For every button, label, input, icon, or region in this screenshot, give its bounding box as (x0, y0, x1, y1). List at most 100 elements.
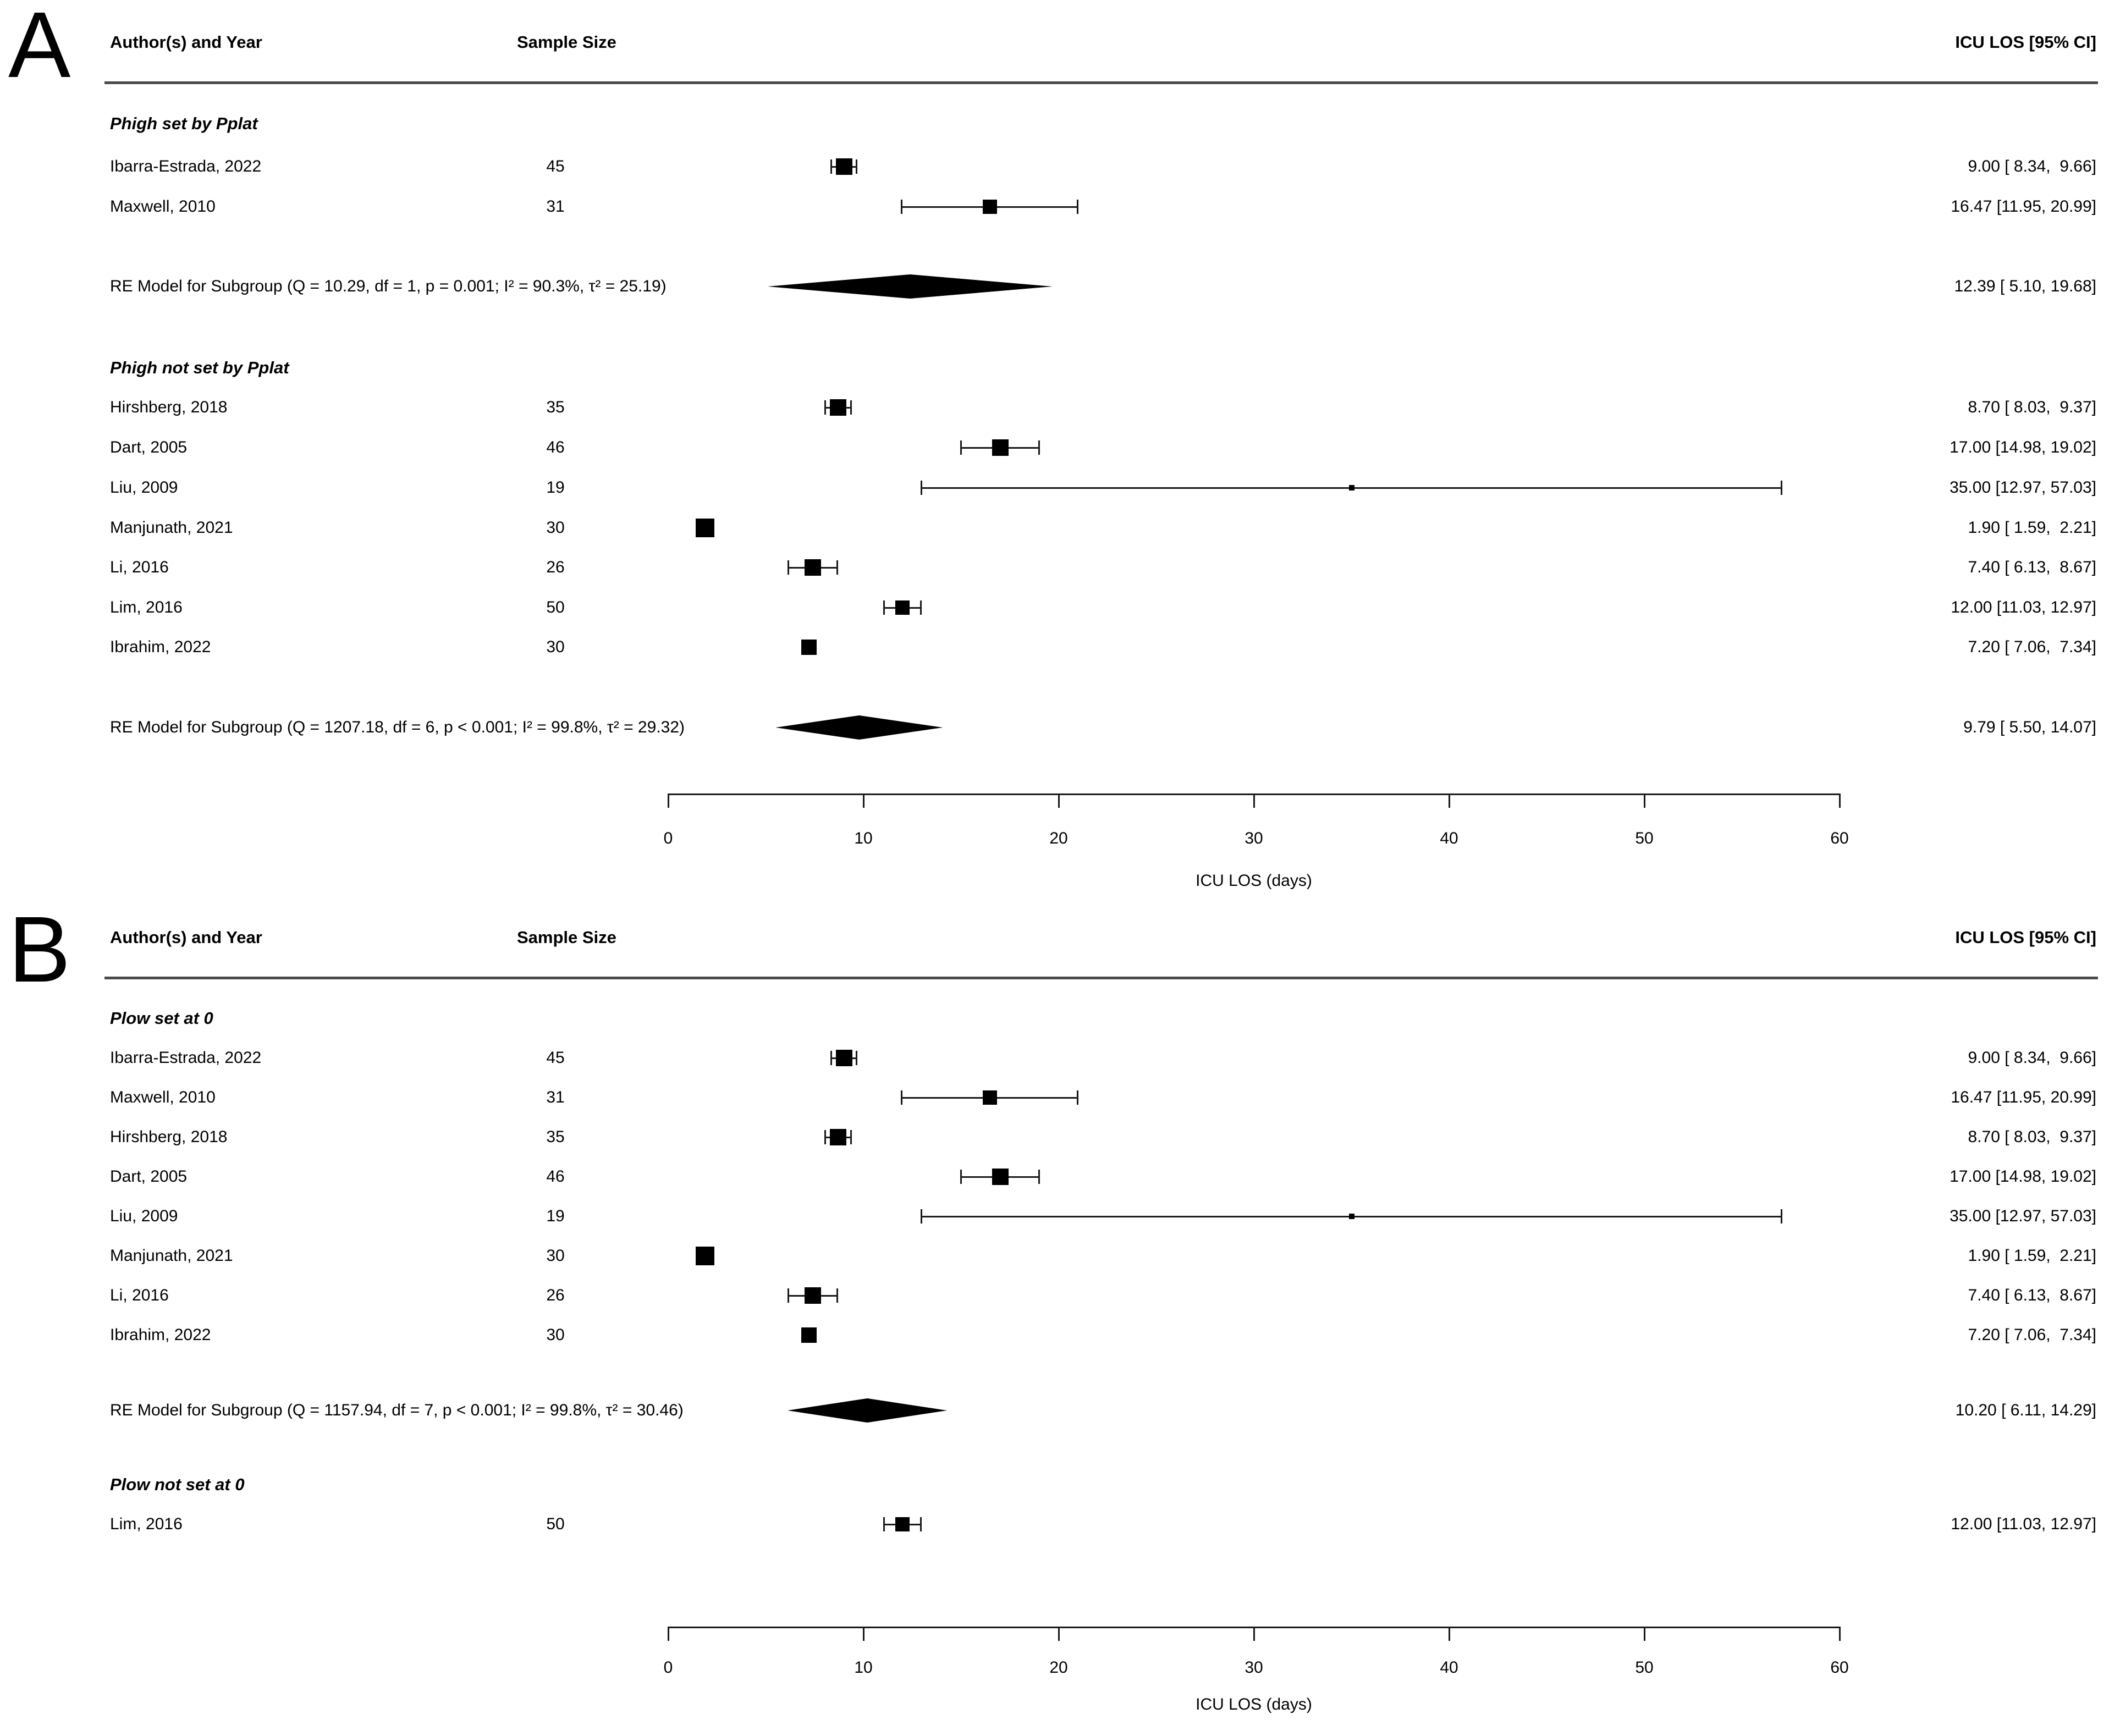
ci-cap-low (883, 1517, 885, 1531)
axis-tick-label: 40 (1440, 829, 1458, 847)
study-sample-size: 26 (546, 558, 565, 576)
ci-cap-low (883, 600, 885, 615)
study-ci-text: 7.20 [ 7.06, 7.34] (1968, 1326, 2096, 1344)
study-sample-size: 46 (546, 438, 565, 456)
ci-cap-low (921, 481, 923, 495)
subgroup-heading: Plow set at 0 (110, 1008, 213, 1028)
ci-cap-low (901, 200, 903, 214)
study-author: Lim, 2016 (110, 598, 183, 616)
ci-cap-low (830, 159, 833, 174)
study-ci-text: 7.40 [ 6.13, 8.67] (1968, 1286, 2096, 1304)
ci-cap-high (1077, 200, 1079, 214)
effect-square (804, 1287, 821, 1304)
ci-cap-high (1038, 440, 1040, 455)
study-ci-text: 8.70 [ 8.03, 9.37] (1968, 1128, 2096, 1146)
axis-tick-label: 10 (854, 1658, 873, 1677)
study-ci-text: 35.00 [12.97, 57.03] (1950, 478, 2096, 497)
study-author: Ibarra-Estrada, 2022 (110, 1049, 262, 1067)
axis-tick-label: 30 (1245, 1658, 1263, 1677)
ci-cap-high (855, 159, 857, 174)
axis-tick (1644, 793, 1645, 808)
effect-square (801, 640, 817, 655)
axis-tick (1253, 1627, 1255, 1641)
study-author: Ibrahim, 2022 (110, 1326, 211, 1344)
ci-cap-high (1780, 481, 1782, 495)
panel-label-a: A (8, 0, 71, 97)
study-sample-size: 30 (546, 519, 565, 537)
ci-cap-low (960, 440, 962, 455)
x-axis-title: ICU LOS (days) (1196, 1695, 1312, 1713)
effect-square (801, 1327, 817, 1343)
study-author: Manjunath, 2021 (110, 519, 233, 537)
study-author: Dart, 2005 (110, 438, 188, 456)
panel-label-b: B (8, 897, 71, 1002)
column-header-author: Author(s) and Year (110, 32, 262, 52)
study-author: Li, 2016 (110, 558, 169, 576)
axis-tick (1839, 793, 1841, 808)
study-ci-text: 16.47 [11.95, 20.99] (1951, 197, 2096, 216)
effect-square (829, 1129, 846, 1145)
effect-square (982, 1090, 997, 1105)
ci-cap-low (824, 400, 827, 415)
study-ci-text: 17.00 [14.98, 19.02] (1950, 1167, 2096, 1186)
study-ci-text: 8.70 [ 8.03, 9.37] (1968, 398, 2096, 416)
study-sample-size: 31 (546, 197, 565, 216)
column-header-estimate: ICU LOS [95% CI] (1955, 928, 2096, 947)
axis-tick (1644, 1627, 1645, 1641)
ci-cap-high (850, 400, 852, 415)
effect-square (696, 519, 715, 537)
ci-cap-low (830, 1051, 833, 1065)
study-sample-size: 45 (546, 1049, 565, 1067)
summary-ci-text: 10.20 [ 6.11, 14.29] (1955, 1401, 2096, 1419)
study-author: Maxwell, 2010 (110, 1088, 216, 1106)
effect-square (696, 1247, 715, 1265)
axis-tick (863, 793, 864, 808)
study-author: Maxwell, 2010 (110, 197, 216, 216)
study-author: Liu, 2009 (110, 1207, 178, 1225)
study-author: Liu, 2009 (110, 478, 178, 497)
study-ci-text: 9.00 [ 8.34, 9.66] (1968, 157, 2096, 175)
summary-label: RE Model for Subgroup (Q = 1207.18, df =… (110, 718, 685, 736)
study-sample-size: 46 (546, 1167, 565, 1186)
axis-tick-label: 60 (1830, 1658, 1849, 1677)
x-axis-title: ICU LOS (days) (1196, 872, 1312, 890)
ci-cap-high (836, 1288, 838, 1303)
header-divider (104, 81, 2098, 84)
effect-square (804, 559, 821, 576)
study-sample-size: 50 (546, 1515, 565, 1533)
study-author: Ibarra-Estrada, 2022 (110, 157, 262, 175)
study-ci-text: 1.90 [ 1.59, 2.21] (1968, 1247, 2096, 1265)
study-ci-text: 1.90 [ 1.59, 2.21] (1968, 519, 2096, 537)
axis-tick (1449, 793, 1450, 808)
axis-tick (1839, 1627, 1841, 1641)
ci-cap-low (824, 1130, 827, 1144)
axis-tick-label: 30 (1245, 829, 1263, 847)
ci-cap-high (836, 560, 838, 575)
ci-cap-low (787, 1288, 789, 1303)
summary-ci-text: 9.79 [ 5.50, 14.07] (1963, 718, 2096, 736)
axis-tick-label: 50 (1635, 829, 1654, 847)
ci-cap-high (1077, 1090, 1079, 1105)
summary-diamond (787, 1398, 948, 1423)
study-author: Manjunath, 2021 (110, 1247, 233, 1265)
study-sample-size: 50 (546, 598, 565, 616)
axis-tick-label: 0 (663, 829, 673, 847)
axis-tick-label: 0 (663, 1658, 673, 1677)
study-sample-size: 45 (546, 157, 565, 175)
effect-square (1348, 1214, 1354, 1219)
axis-tick (1449, 1627, 1450, 1641)
subgroup-heading: Plow not set at 0 (110, 1475, 245, 1494)
study-ci-text: 17.00 [14.98, 19.02] (1950, 438, 2096, 456)
axis-tick-label: 50 (1635, 1658, 1654, 1677)
ci-cap-low (921, 1209, 923, 1224)
axis-tick (668, 793, 669, 808)
axis-tick-label: 10 (854, 829, 873, 847)
header-divider (104, 977, 2098, 979)
effect-square (992, 1169, 1009, 1185)
column-header-estimate: ICU LOS [95% CI] (1955, 32, 2096, 52)
study-sample-size: 31 (546, 1088, 565, 1106)
study-ci-text: 35.00 [12.97, 57.03] (1950, 1207, 2096, 1225)
summary-label: RE Model for Subgroup (Q = 1157.94, df =… (110, 1401, 684, 1419)
